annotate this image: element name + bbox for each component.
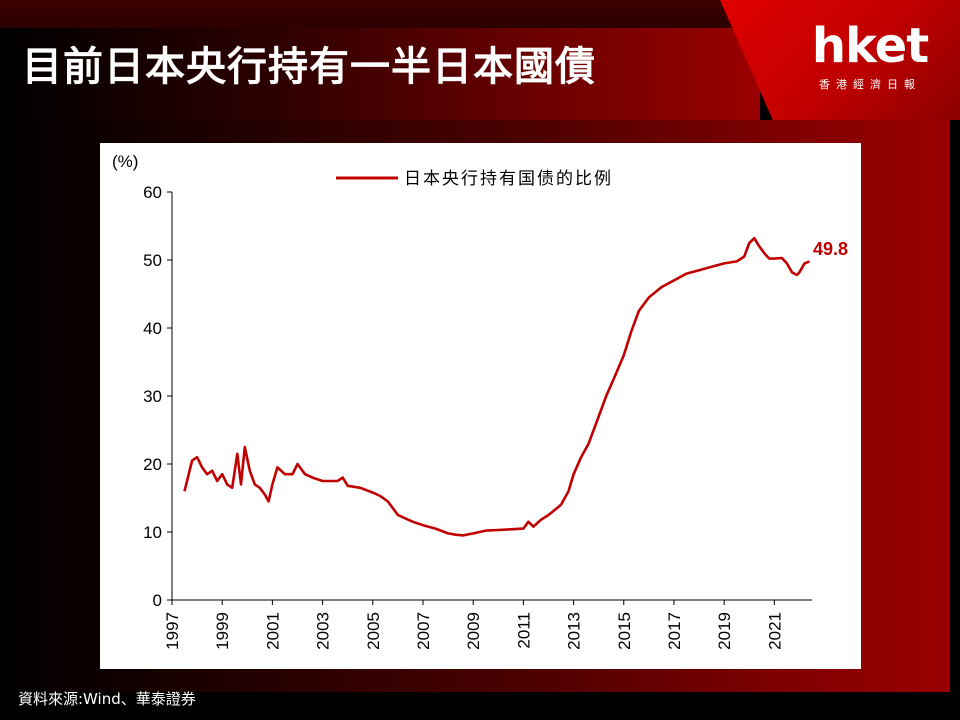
chart-panel: 0 10 20 30 40 50 60 1997 1999 2001 2003 2005 2007 200… — [100, 143, 861, 669]
x-tick-label: 2001 — [263, 612, 282, 650]
chart-legend: 日本央行持有国债的比例 — [336, 169, 613, 189]
x-tick-label: 1997 — [163, 612, 182, 650]
line-chart: 0 10 20 30 40 50 60 1997 1999 2001 2003 2005 2007 200… — [112, 152, 848, 650]
y-tick-label: 0 — [153, 591, 162, 610]
slide-header: 目前日本央行持有一半日本國債 hket 香港經濟日報 — [0, 0, 960, 120]
x-tick-label: 2003 — [314, 612, 333, 650]
x-tick-label: 2021 — [765, 612, 784, 650]
header-band — [0, 28, 760, 120]
source-note: 資料來源:Wind、華泰證券 — [18, 690, 196, 708]
series-line — [183, 236, 810, 537]
x-tick-label: 2015 — [615, 612, 634, 650]
x-tick-label: 2011 — [514, 612, 533, 649]
chart-ticks: 0 10 20 30 40 50 60 1997 1999 2001 2003 2005 2007 200… — [143, 183, 784, 650]
legend-label: 日本央行持有国债的比例 — [404, 169, 613, 189]
y-tick-label: 60 — [143, 183, 162, 202]
hket-logo-subtitle: 香港經濟日報 — [819, 78, 921, 91]
x-tick-label: 2013 — [565, 612, 584, 650]
x-tick-label: 2007 — [414, 612, 433, 650]
y-tick-label: 40 — [143, 319, 162, 338]
x-tick-label: 2019 — [715, 612, 734, 650]
y-tick-label: 30 — [143, 387, 162, 406]
hket-logo: hket — [811, 18, 929, 74]
y-axis-unit-label: (%) — [112, 152, 138, 171]
end-value-label: 49.8 — [813, 239, 848, 259]
chart-axes — [171, 192, 812, 601]
x-tick-label: 2009 — [464, 612, 483, 650]
x-tick-label: 1999 — [213, 612, 232, 650]
y-tick-label: 50 — [143, 251, 162, 270]
chart-series — [183, 236, 810, 537]
x-tick-label: 2017 — [665, 612, 684, 650]
slide-title: 目前日本央行持有一半日本國債 — [22, 44, 596, 90]
x-tick-label: 2005 — [364, 612, 383, 650]
y-tick-label: 10 — [143, 523, 162, 542]
y-tick-label: 20 — [143, 455, 162, 474]
